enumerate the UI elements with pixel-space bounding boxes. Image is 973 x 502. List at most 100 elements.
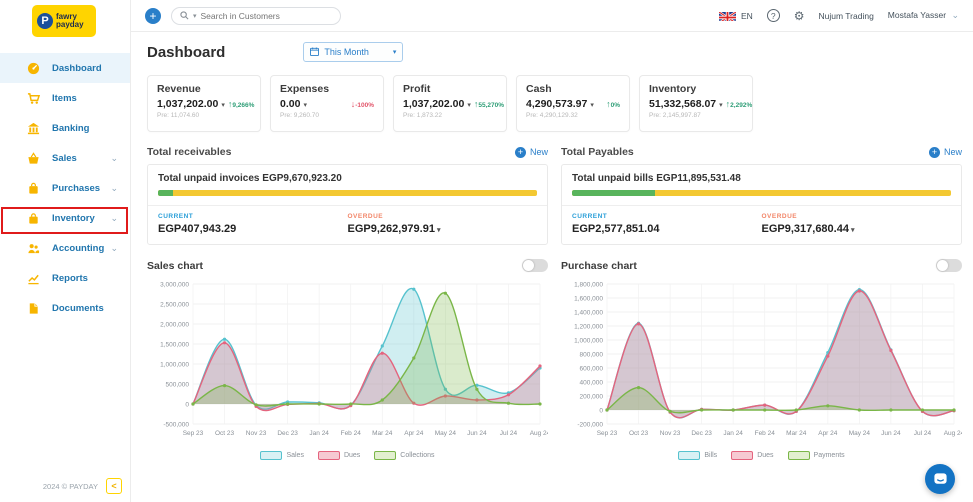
legend-swatch	[731, 451, 754, 460]
overdue-value: EGP9,262,979.91 ▾	[347, 223, 441, 235]
sidebar: P fawry payday Dashboard Items	[0, 0, 131, 502]
chevron-down-icon: ⌄	[110, 182, 118, 193]
svg-text:Aug 24: Aug 24	[530, 430, 548, 437]
gear-icon[interactable]: ⚙	[793, 8, 805, 23]
purchase-chart-title: Purchase chart	[561, 259, 637, 272]
sidebar-item-accounting[interactable]: Accounting ⌄	[0, 233, 130, 263]
new-invoice-button[interactable]: + New	[514, 146, 548, 158]
sidebar-collapse-button[interactable]: <	[106, 478, 122, 494]
sidebar-item-purchases[interactable]: Purchases ⌄	[0, 173, 130, 203]
sales-chart-toggle[interactable]	[522, 259, 548, 272]
caret-down-icon[interactable]: ▾	[221, 102, 225, 109]
svg-text:1,400,000: 1,400,000	[574, 309, 603, 316]
chevron-down-icon: ⌄	[110, 242, 118, 253]
legend-swatch	[787, 451, 810, 460]
user-menu[interactable]: Mostafa Yasser ⌄	[887, 10, 959, 20]
svg-text:-200,000: -200,000	[577, 421, 603, 428]
svg-text:600,000: 600,000	[580, 365, 604, 372]
kpi-value: 1,037,202.00	[157, 98, 219, 110]
fawry-logo-icon: P	[37, 13, 53, 29]
kpi-value: 1,037,202.00	[403, 98, 465, 110]
legend-item[interactable]: Dues	[731, 451, 774, 460]
svg-text:Mar 24: Mar 24	[786, 430, 807, 437]
svg-text:Dec 23: Dec 23	[277, 430, 298, 437]
legend-item[interactable]: Dues	[317, 451, 360, 460]
sidebar-item-reports[interactable]: Reports	[0, 263, 130, 293]
legend-item[interactable]: Collections	[374, 451, 435, 460]
chat-icon	[933, 472, 947, 484]
kpi-value: 51,332,568.07	[649, 98, 717, 110]
chevron-down-icon: ⌄	[110, 212, 118, 223]
svg-text:Jun 24: Jun 24	[467, 430, 487, 437]
purchase-chart-toggle[interactable]	[936, 259, 962, 272]
svg-text:Aug 24: Aug 24	[944, 430, 962, 437]
chat-bubble-button[interactable]	[925, 464, 955, 494]
svg-text:Apr 24: Apr 24	[404, 430, 424, 437]
sales-chart: -500,000 0 500,000 1,000,000 1,500,000 2,000,…	[160, 281, 551, 437]
uk-flag-icon[interactable]	[718, 10, 736, 21]
unpaid-bills-summary: Total unpaid bills EGP11,895,531.48	[572, 173, 741, 184]
caret-down-icon[interactable]: ▾	[303, 102, 307, 109]
caret-down-icon[interactable]: ▾	[436, 227, 441, 234]
overdue-value: EGP9,317,680.44 ▾	[761, 223, 855, 235]
svg-text:-500,000: -500,000	[163, 421, 189, 428]
kpi-title: Cash	[526, 83, 552, 95]
logo-text: fawry payday	[56, 11, 84, 29]
svg-text:Apr 24: Apr 24	[818, 430, 838, 437]
company-name[interactable]: Nujum Trading	[818, 10, 874, 21]
legend-swatch	[374, 451, 397, 460]
sidebar-item-documents[interactable]: Documents	[0, 293, 130, 323]
global-search[interactable]: ▾	[171, 6, 341, 25]
caret-down-icon[interactable]: ▾	[850, 227, 855, 234]
kpi-value: 0.00	[280, 98, 301, 110]
unpaid-invoices-summary: Total unpaid invoices EGP9,670,923.20	[158, 173, 342, 184]
search-scope-caret-icon[interactable]: ▾	[193, 12, 197, 20]
sidebar-item-dashboard[interactable]: Dashboard	[0, 53, 130, 83]
dashboard-icon	[26, 61, 40, 75]
dashboard-content: Dashboard This Month ▾ Revenue 1,037,202…	[131, 32, 973, 502]
quick-add-button[interactable]: +	[145, 7, 161, 24]
svg-text:Sep 23: Sep 23	[597, 430, 618, 437]
sidebar-item-items[interactable]: Items	[0, 83, 130, 113]
svg-text:Jul 24: Jul 24	[914, 430, 932, 437]
basket-icon	[26, 151, 40, 165]
sidebar-item-label: Purchases	[52, 182, 101, 194]
sidebar-item-banking[interactable]: Banking	[0, 113, 130, 143]
caret-down-icon: ▾	[392, 49, 397, 56]
svg-text:3,000,000: 3,000,000	[160, 281, 189, 288]
help-icon[interactable]: ?	[766, 9, 780, 22]
period-select[interactable]: This Month ▾	[303, 42, 404, 62]
caret-down-icon[interactable]: ▾	[467, 102, 471, 109]
legend-item[interactable]: Bills	[678, 451, 717, 460]
svg-text:1,200,000: 1,200,000	[574, 323, 603, 330]
fawry-payday-logo[interactable]: P fawry payday	[32, 5, 96, 37]
box-icon	[26, 211, 40, 225]
sidebar-item-inventory[interactable]: Inventory ⌄	[0, 203, 130, 233]
svg-text:Jan 24: Jan 24	[723, 430, 743, 437]
sidebar-item-label: Dashboard	[52, 62, 102, 74]
sidebar-item-sales[interactable]: Sales ⌄	[0, 143, 130, 173]
legend-item[interactable]: Payments	[787, 451, 845, 460]
legend-item[interactable]: Sales	[260, 451, 304, 460]
language-label[interactable]: EN	[740, 10, 753, 21]
chevron-down-icon: ⌄	[110, 152, 118, 163]
receivables-section: Total receivables + New Total unpaid inv…	[147, 146, 548, 245]
kpi-card-revenue: Revenue 1,037,202.00 ▾ ↑9,266% Pre: 11,0…	[147, 75, 261, 132]
new-bill-button[interactable]: + New	[928, 146, 962, 158]
receivables-title: Total receivables	[147, 146, 232, 158]
svg-text:Jan 24: Jan 24	[309, 430, 329, 437]
kpi-title: Profit	[403, 83, 431, 95]
svg-text:May 24: May 24	[435, 430, 457, 437]
caret-down-icon[interactable]: ▾	[719, 102, 723, 109]
bag-icon	[26, 181, 40, 195]
cart-icon	[26, 91, 40, 105]
sidebar-item-label: Reports	[52, 272, 88, 284]
kpi-trend: ↑55,270%	[473, 99, 504, 109]
search-input[interactable]	[200, 10, 332, 21]
caret-down-icon[interactable]: ▾	[590, 102, 594, 109]
kpi-trend: ↑9,266%	[227, 99, 255, 109]
sidebar-item-label: Items	[52, 92, 77, 104]
svg-text:400,000: 400,000	[580, 379, 604, 386]
chevron-down-icon: ⌄	[951, 10, 959, 20]
